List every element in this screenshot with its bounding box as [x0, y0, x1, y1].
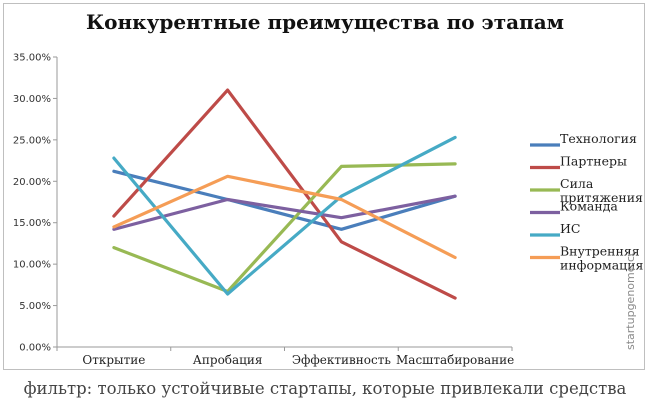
y-tick-label: 30.00%	[13, 94, 51, 105]
legend-label: ИС	[560, 221, 580, 236]
x-category-label: Апробация	[193, 353, 263, 367]
legend-label: Партнеры	[560, 154, 627, 169]
legend-label: Команда	[560, 199, 618, 214]
x-category-label: Открытие	[82, 353, 145, 367]
y-tick-label: 0.00%	[19, 343, 51, 354]
legend-label: Технология	[560, 131, 637, 146]
x-category-label: Эффективность	[292, 353, 392, 367]
series-line	[112, 135, 457, 296]
series-line	[112, 169, 457, 231]
y-tick-label: 20.00%	[13, 177, 51, 188]
y-tick-label: 25.00%	[13, 135, 51, 146]
chart-caption: фильтр: только устойчивые стартапы, кото…	[23, 379, 627, 398]
y-tick-label: 10.00%	[13, 260, 51, 271]
series-line	[112, 174, 457, 260]
chart-title: Конкурентные преимущества по этапам	[85, 10, 565, 34]
y-tick-label: 5.00%	[19, 301, 51, 312]
y-tick-label: 15.00%	[13, 218, 51, 229]
series-line	[112, 88, 457, 300]
legend-label: Сила притяжения	[560, 176, 643, 205]
watermark: startupgenome.cc	[624, 249, 637, 350]
y-tick-label: 35.00%	[13, 53, 51, 64]
series-line	[112, 194, 457, 231]
x-category-label: Масштабирование	[396, 353, 514, 367]
legend-label: Внутренняя информация	[560, 244, 644, 273]
